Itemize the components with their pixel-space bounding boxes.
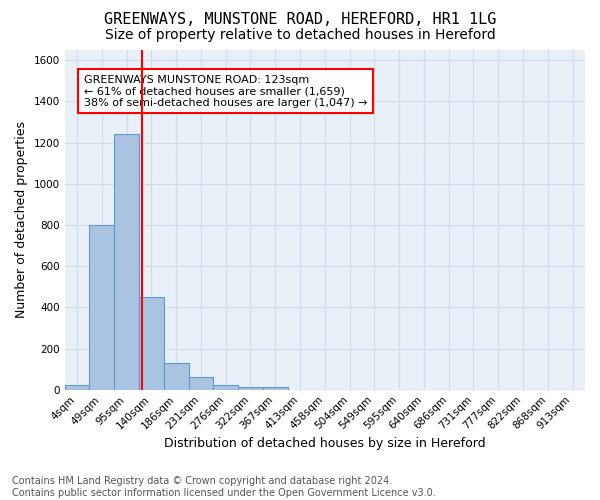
Bar xyxy=(114,134,139,390)
Text: GREENWAYS MUNSTONE ROAD: 123sqm
← 61% of detached houses are smaller (1,659)
38%: GREENWAYS MUNSTONE ROAD: 123sqm ← 61% of… xyxy=(84,74,367,108)
Bar xyxy=(65,384,89,390)
Bar xyxy=(164,363,188,390)
Text: GREENWAYS, MUNSTONE ROAD, HEREFORD, HR1 1LG: GREENWAYS, MUNSTONE ROAD, HEREFORD, HR1 … xyxy=(104,12,496,28)
Y-axis label: Number of detached properties: Number of detached properties xyxy=(15,122,28,318)
Text: Contains HM Land Registry data © Crown copyright and database right 2024.
Contai: Contains HM Land Registry data © Crown c… xyxy=(12,476,436,498)
Text: Size of property relative to detached houses in Hereford: Size of property relative to detached ho… xyxy=(104,28,496,42)
Bar xyxy=(263,386,287,390)
Bar xyxy=(214,384,238,390)
Bar xyxy=(139,297,164,390)
Bar xyxy=(89,225,114,390)
X-axis label: Distribution of detached houses by size in Hereford: Distribution of detached houses by size … xyxy=(164,437,485,450)
Bar xyxy=(188,378,214,390)
Bar xyxy=(238,386,263,390)
